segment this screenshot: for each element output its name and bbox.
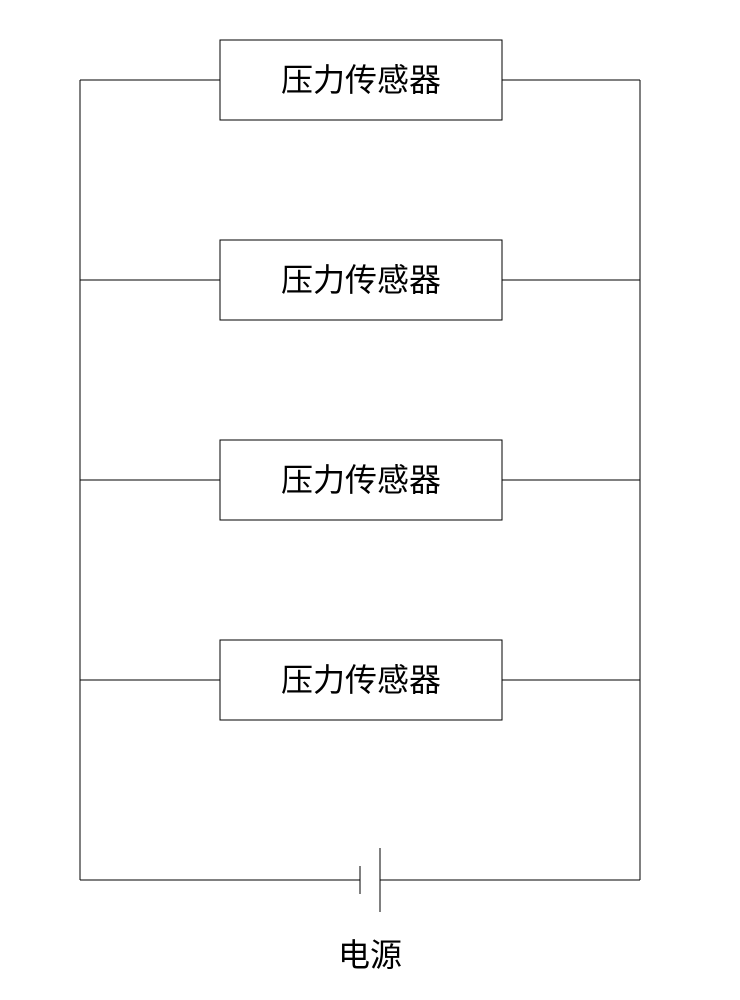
power-label: 电源 bbox=[338, 937, 402, 973]
node-label-sensor3: 压力传感器 bbox=[281, 462, 441, 498]
node-label-sensor1: 压力传感器 bbox=[281, 62, 441, 98]
node-label-sensor4: 压力传感器 bbox=[281, 662, 441, 698]
node-label-sensor2: 压力传感器 bbox=[281, 262, 441, 298]
